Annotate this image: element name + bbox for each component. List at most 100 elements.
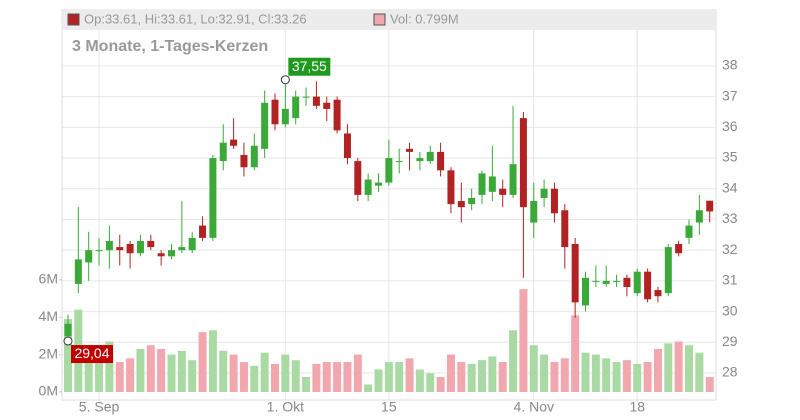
volume-bar xyxy=(312,363,321,392)
y-tick-label: 31 xyxy=(722,272,738,288)
candle-body xyxy=(499,188,507,195)
candle-body xyxy=(582,277,589,306)
y-tick-label: 37 xyxy=(722,87,738,103)
legend-volume-swatch xyxy=(373,13,386,26)
annotation-label: 37,55 xyxy=(292,58,327,74)
candle-body xyxy=(375,182,382,186)
y-tick-label: 30 xyxy=(722,302,738,318)
volume-bar xyxy=(550,362,559,392)
volume-bar xyxy=(498,362,507,392)
volume-bar xyxy=(509,330,518,392)
candle-body xyxy=(116,247,124,251)
volume-bar xyxy=(239,362,248,392)
candle-body xyxy=(178,247,186,251)
candle-body xyxy=(592,280,600,282)
candle-body xyxy=(654,290,662,297)
volume-bar xyxy=(353,354,362,392)
candle-body xyxy=(343,133,351,159)
y2-tick-label: 2M xyxy=(39,345,58,361)
legend-ohlc-swatch xyxy=(67,13,80,26)
volume-bar xyxy=(653,348,662,392)
candle-body xyxy=(633,271,641,294)
candle-body xyxy=(333,99,341,131)
volume-bar xyxy=(622,360,631,392)
volume-bar xyxy=(446,354,455,392)
candle-body xyxy=(457,201,465,208)
y-tick-label: 29 xyxy=(722,333,738,349)
volume-bar xyxy=(384,362,393,392)
candle-body xyxy=(168,250,175,257)
candle-body xyxy=(478,173,486,195)
volume-bar xyxy=(364,384,373,392)
candle-body xyxy=(364,179,372,195)
candle-body xyxy=(85,250,93,263)
candle-body xyxy=(675,244,683,254)
y2-tick-label: 0M xyxy=(39,383,58,399)
candle-body xyxy=(157,253,165,257)
volume-bar xyxy=(343,362,352,392)
candle-body xyxy=(447,170,455,205)
candle-body xyxy=(261,102,269,149)
x-tick-label: 18 xyxy=(629,399,645,415)
volume-bar xyxy=(436,377,445,392)
volume-bar xyxy=(705,377,714,392)
volume-bar xyxy=(126,358,135,392)
candle-body xyxy=(664,247,672,294)
annotation-marker xyxy=(280,75,290,85)
candle-body xyxy=(488,176,496,192)
candle-body xyxy=(613,280,621,282)
volume-bar xyxy=(374,369,383,392)
volume-bar xyxy=(529,345,538,392)
volume-bar xyxy=(685,345,693,392)
volume-bar xyxy=(415,369,424,392)
volume-bar xyxy=(695,352,704,392)
y-tick-label: 33 xyxy=(722,210,738,226)
candle-body xyxy=(519,118,527,208)
candle-body xyxy=(95,250,103,252)
candle-layer xyxy=(64,79,714,342)
candle-body xyxy=(147,240,155,248)
volume-bar xyxy=(643,362,652,392)
candle-body xyxy=(240,154,248,168)
candle-body xyxy=(230,139,238,146)
volume-bar xyxy=(405,358,414,392)
candle-body xyxy=(468,197,476,205)
annotation-marker xyxy=(63,336,73,346)
candle-body xyxy=(706,200,714,212)
volume-bar xyxy=(105,341,114,392)
volume-bar xyxy=(478,360,486,392)
y2-tick-label: 4M xyxy=(39,308,58,324)
volume-bar xyxy=(426,373,435,392)
x-tick-label: 4. Nov xyxy=(514,399,554,415)
volume-bar xyxy=(95,348,104,392)
candle-body xyxy=(602,280,610,284)
volume-bar xyxy=(560,358,569,392)
annotation-box xyxy=(71,345,113,364)
volume-bar xyxy=(260,352,269,392)
volume-bar xyxy=(136,348,145,392)
y-tick-label: 35 xyxy=(722,149,738,165)
candle-body xyxy=(199,225,207,238)
volume-bar xyxy=(291,360,300,392)
volume-bar xyxy=(157,348,166,392)
candle-body xyxy=(74,259,82,284)
volume-layer xyxy=(64,289,714,392)
legend-volume: Vol: 0.799M xyxy=(390,11,459,26)
candle-body xyxy=(550,188,558,214)
volume-bar xyxy=(271,363,279,392)
candle-body xyxy=(406,148,414,152)
volume-bar xyxy=(664,343,673,392)
volume-bar xyxy=(229,354,238,392)
candle-body xyxy=(437,151,445,171)
x-tick-label: 1. Okt xyxy=(267,399,304,415)
candle-body xyxy=(209,158,217,238)
volume-bar xyxy=(674,341,683,392)
legend-bar xyxy=(62,10,716,30)
volume-bar xyxy=(208,330,217,392)
candle-body xyxy=(105,240,113,251)
candle-body xyxy=(385,158,393,183)
candle-body xyxy=(685,225,693,238)
volume-bar xyxy=(571,315,580,392)
volume-bar xyxy=(198,332,207,392)
volume-bar xyxy=(333,362,342,392)
